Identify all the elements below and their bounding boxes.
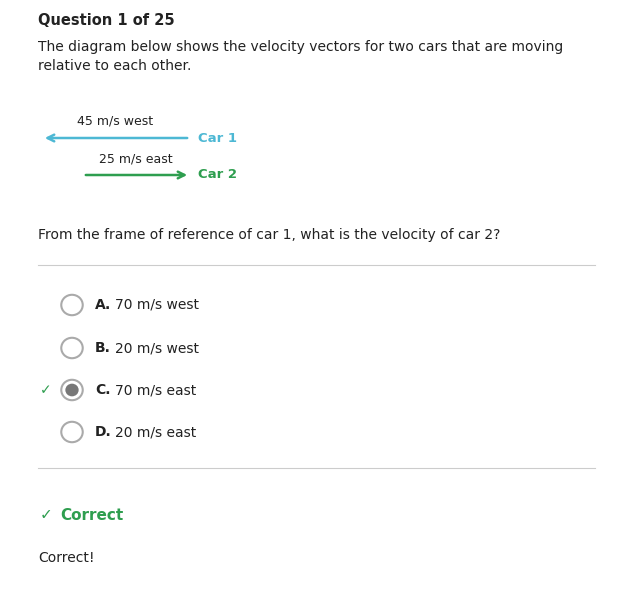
Text: D.: D. [95,425,112,439]
Text: 20 m/s west: 20 m/s west [115,341,199,355]
Text: C.: C. [95,383,110,397]
Text: 70 m/s east: 70 m/s east [115,383,196,397]
Text: ✓: ✓ [40,507,53,522]
Text: ✓: ✓ [40,383,52,397]
Text: Car 2: Car 2 [198,168,237,182]
Text: 25 m/s east: 25 m/s east [99,152,173,165]
Text: Car 1: Car 1 [198,132,237,144]
Text: 20 m/s east: 20 m/s east [115,425,196,439]
Text: Correct: Correct [60,507,123,522]
Text: B.: B. [95,341,111,355]
Text: From the frame of reference of car 1, what is the velocity of car 2?: From the frame of reference of car 1, wh… [38,228,500,242]
Circle shape [66,383,79,396]
Text: 45 m/s west: 45 m/s west [77,115,153,128]
Text: The diagram below shows the velocity vectors for two cars that are moving
relati: The diagram below shows the velocity vec… [38,40,563,73]
Text: 70 m/s west: 70 m/s west [115,298,199,312]
Text: Question 1 of 25: Question 1 of 25 [38,13,175,28]
Text: A.: A. [95,298,111,312]
Text: Correct!: Correct! [38,551,95,565]
